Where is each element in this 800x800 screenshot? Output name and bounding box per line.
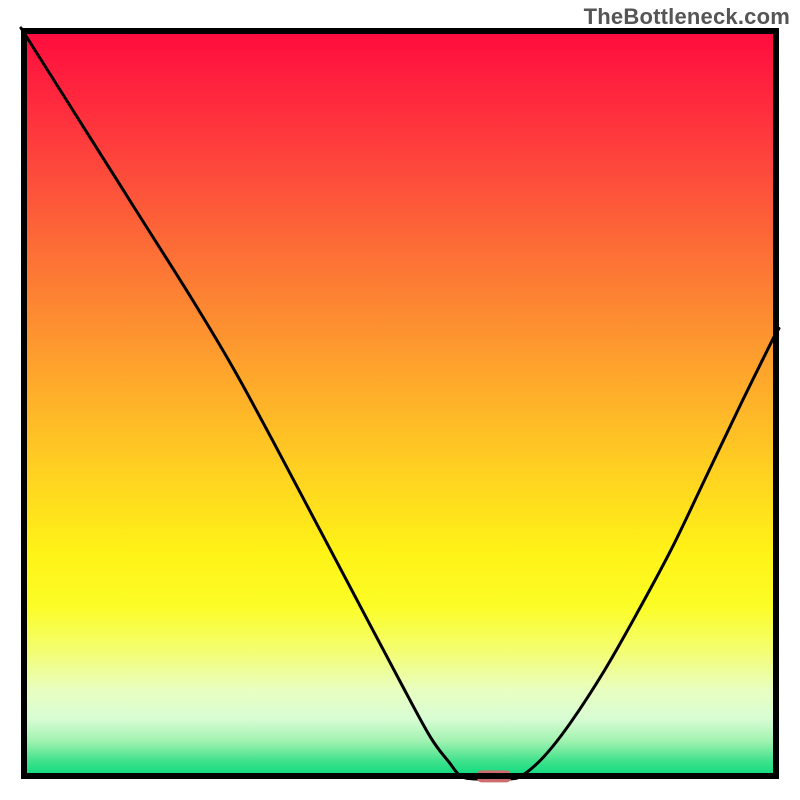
chart-canvas	[0, 0, 800, 800]
chart-background	[21, 28, 779, 779]
bottleneck-chart: TheBottleneck.com	[0, 0, 800, 800]
watermark-text: TheBottleneck.com	[584, 4, 790, 30]
